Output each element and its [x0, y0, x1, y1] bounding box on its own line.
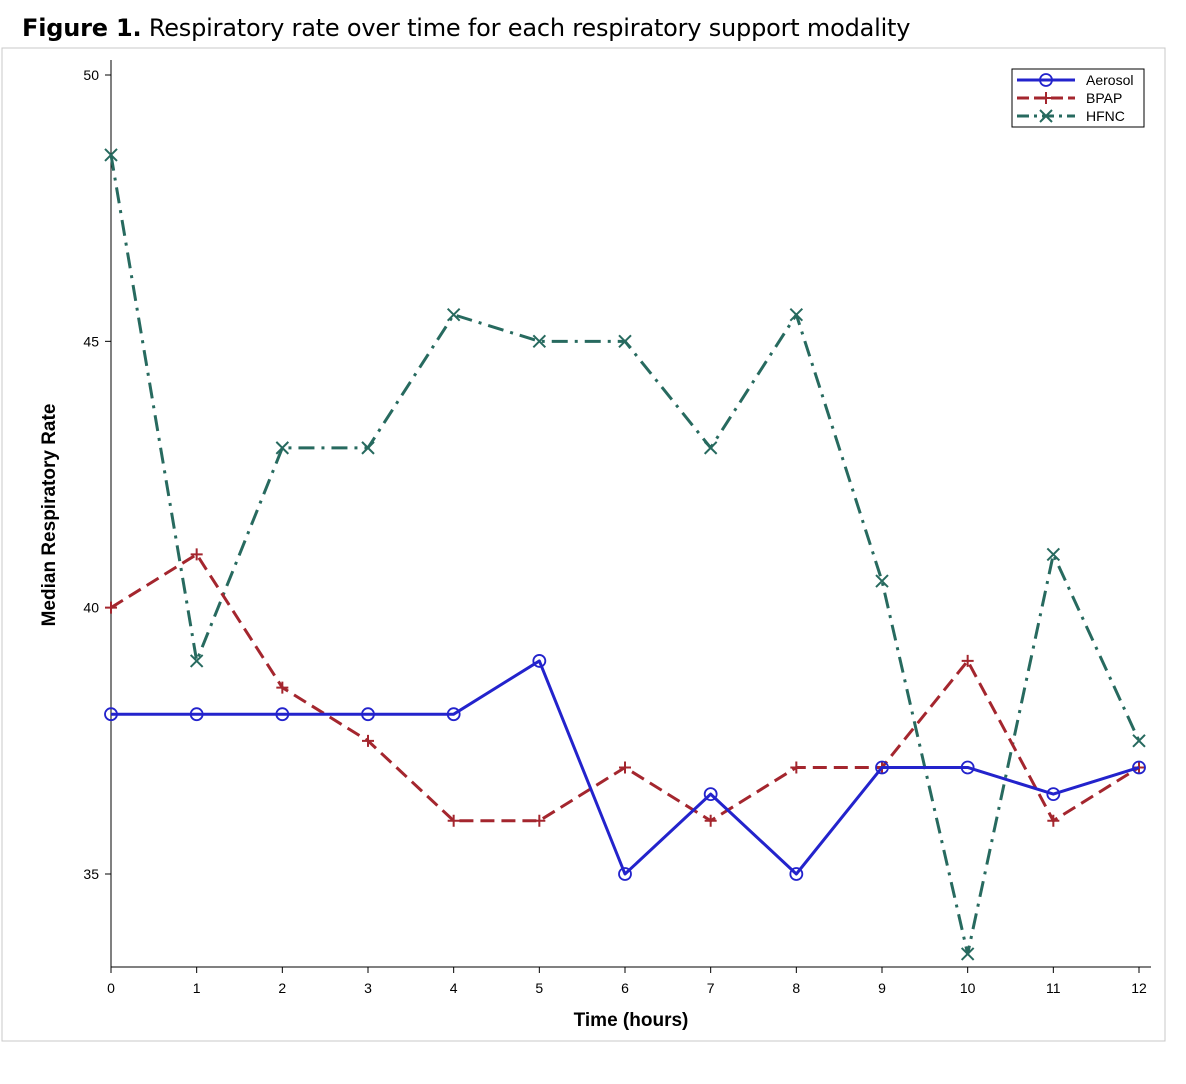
- figure-label: Figure 1.: [22, 14, 142, 42]
- point-aerosol: [875, 760, 889, 775]
- point-bpap: [619, 761, 631, 774]
- x-tick-label: 9: [878, 980, 886, 996]
- point-aerosol: [703, 787, 718, 801]
- x-tick-label: 5: [535, 980, 543, 996]
- x-tick-label: 1: [193, 980, 201, 996]
- point-legend-bpap: [1040, 92, 1052, 104]
- x-tick-label: 3: [364, 980, 372, 996]
- figure-title: Figure 1. Respiratory rate over time for…: [22, 14, 910, 42]
- x-tick-label: 11: [1046, 980, 1061, 996]
- point-bpap: [704, 814, 717, 827]
- point-hfnc: [275, 441, 290, 455]
- x-tick-label: 4: [450, 980, 458, 996]
- point-aerosol: [189, 707, 204, 722]
- point-hfnc: [361, 441, 375, 455]
- legend-item-bpap: BPAP: [1017, 90, 1122, 106]
- point-bpap: [790, 761, 803, 774]
- point-hfnc: [703, 441, 718, 455]
- point-aerosol: [960, 760, 975, 775]
- point-aerosol: [789, 867, 804, 881]
- point-aerosol: [1132, 760, 1146, 775]
- point-legend-aerosol: [1039, 73, 1053, 87]
- series-layer: [104, 148, 1146, 961]
- legend-label-bpap: BPAP: [1086, 90, 1122, 106]
- point-aerosol: [446, 707, 461, 722]
- point-bpap: [276, 681, 289, 694]
- point-hfnc: [446, 307, 461, 322]
- point-hfnc: [618, 334, 632, 349]
- series-bpap: [105, 548, 1145, 827]
- legend-label-aerosol: Aerosol: [1086, 72, 1133, 88]
- point-aerosol: [104, 707, 118, 722]
- point-bpap: [362, 734, 374, 747]
- x-tick-label: 6: [621, 980, 629, 996]
- x-tick-label: 7: [707, 980, 715, 996]
- point-hfnc: [1046, 547, 1061, 562]
- y-axis-title: Median Respiratory Rate: [39, 404, 60, 627]
- point-hfnc: [189, 654, 204, 668]
- point-aerosol: [1046, 787, 1061, 801]
- x-tick-label: 12: [1131, 980, 1147, 996]
- figure-caption: Respiratory rate over time for each resp…: [148, 14, 911, 42]
- legend-item-hfnc: HFNC: [1017, 108, 1125, 124]
- x-tick-label: 2: [278, 980, 286, 996]
- point-hfnc: [875, 574, 889, 588]
- x-tick-label: 8: [792, 980, 800, 996]
- series-hfnc: [104, 148, 1146, 961]
- point-aerosol: [275, 707, 290, 722]
- legend: Aerosol BPAP HFNC: [1011, 68, 1145, 128]
- point-bpap: [961, 654, 974, 667]
- series-aerosol: [104, 654, 1146, 881]
- chart-frame: [1, 47, 1166, 1042]
- point-hfnc: [960, 947, 975, 961]
- x-tick-label: 10: [960, 980, 976, 996]
- point-aerosol: [532, 654, 547, 668]
- x-axis-title: Time (hours): [574, 1010, 689, 1031]
- series-line-aerosol: [111, 659, 1140, 876]
- point-aerosol: [361, 707, 375, 722]
- point-bpap: [190, 548, 203, 561]
- x-tick-label: 0: [107, 980, 115, 996]
- y-tick-label: 45: [83, 333, 99, 349]
- y-tick-label: 35: [83, 866, 99, 882]
- legend-label-hfnc: HFNC: [1086, 108, 1125, 124]
- y-tick-label: 40: [83, 600, 99, 616]
- series-line-hfnc: [109, 154, 1141, 956]
- point-aerosol: [618, 867, 632, 881]
- point-bpap: [533, 814, 546, 827]
- series-line-bpap: [110, 552, 1140, 823]
- point-bpap: [1047, 814, 1060, 827]
- point-bpap: [105, 601, 117, 614]
- y-tick-label: 50: [83, 67, 99, 83]
- point-hfnc: [1132, 734, 1146, 748]
- point-legend-hfnc: [1039, 109, 1053, 123]
- point-hfnc: [104, 148, 118, 162]
- point-bpap: [447, 814, 460, 827]
- legend-item-aerosol: Aerosol: [1017, 72, 1133, 88]
- point-hfnc: [789, 307, 804, 322]
- point-hfnc: [532, 334, 547, 349]
